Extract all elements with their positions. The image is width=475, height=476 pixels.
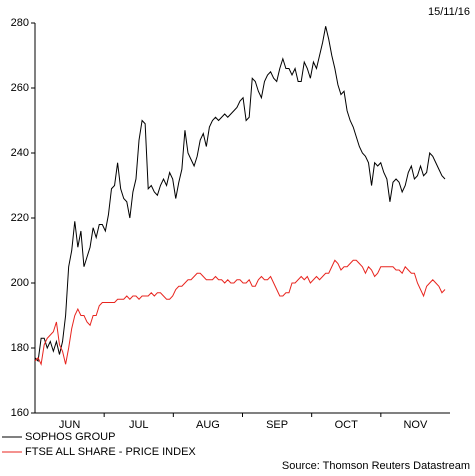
chart-date: 15/11/16 [428,6,470,18]
x-tick-label: OCT [335,419,359,431]
x-tick-label: JUL [129,419,149,431]
x-tick-label: AUG [196,419,220,431]
x-tick-label: SEP [266,419,288,431]
x-tick-label: JUN [59,419,80,431]
y-tick-label: 220 [11,212,29,224]
source-note: Source: Thomson Reuters Datastream [282,460,470,472]
y-tick-label: 240 [11,147,29,159]
y-tick-label: 200 [11,277,29,289]
y-tick-label: 160 [11,407,29,419]
y-tick-label: 180 [11,342,29,354]
series-line [34,259,446,366]
series-line [34,26,446,363]
y-tick-label: 260 [11,82,29,94]
y-tick-label: 280 [11,17,29,29]
legend-label: FTSE ALL SHARE - PRICE INDEX [25,446,196,458]
legend-label: SOPHOS GROUP [25,431,115,443]
x-tick-label: NOV [403,419,428,431]
